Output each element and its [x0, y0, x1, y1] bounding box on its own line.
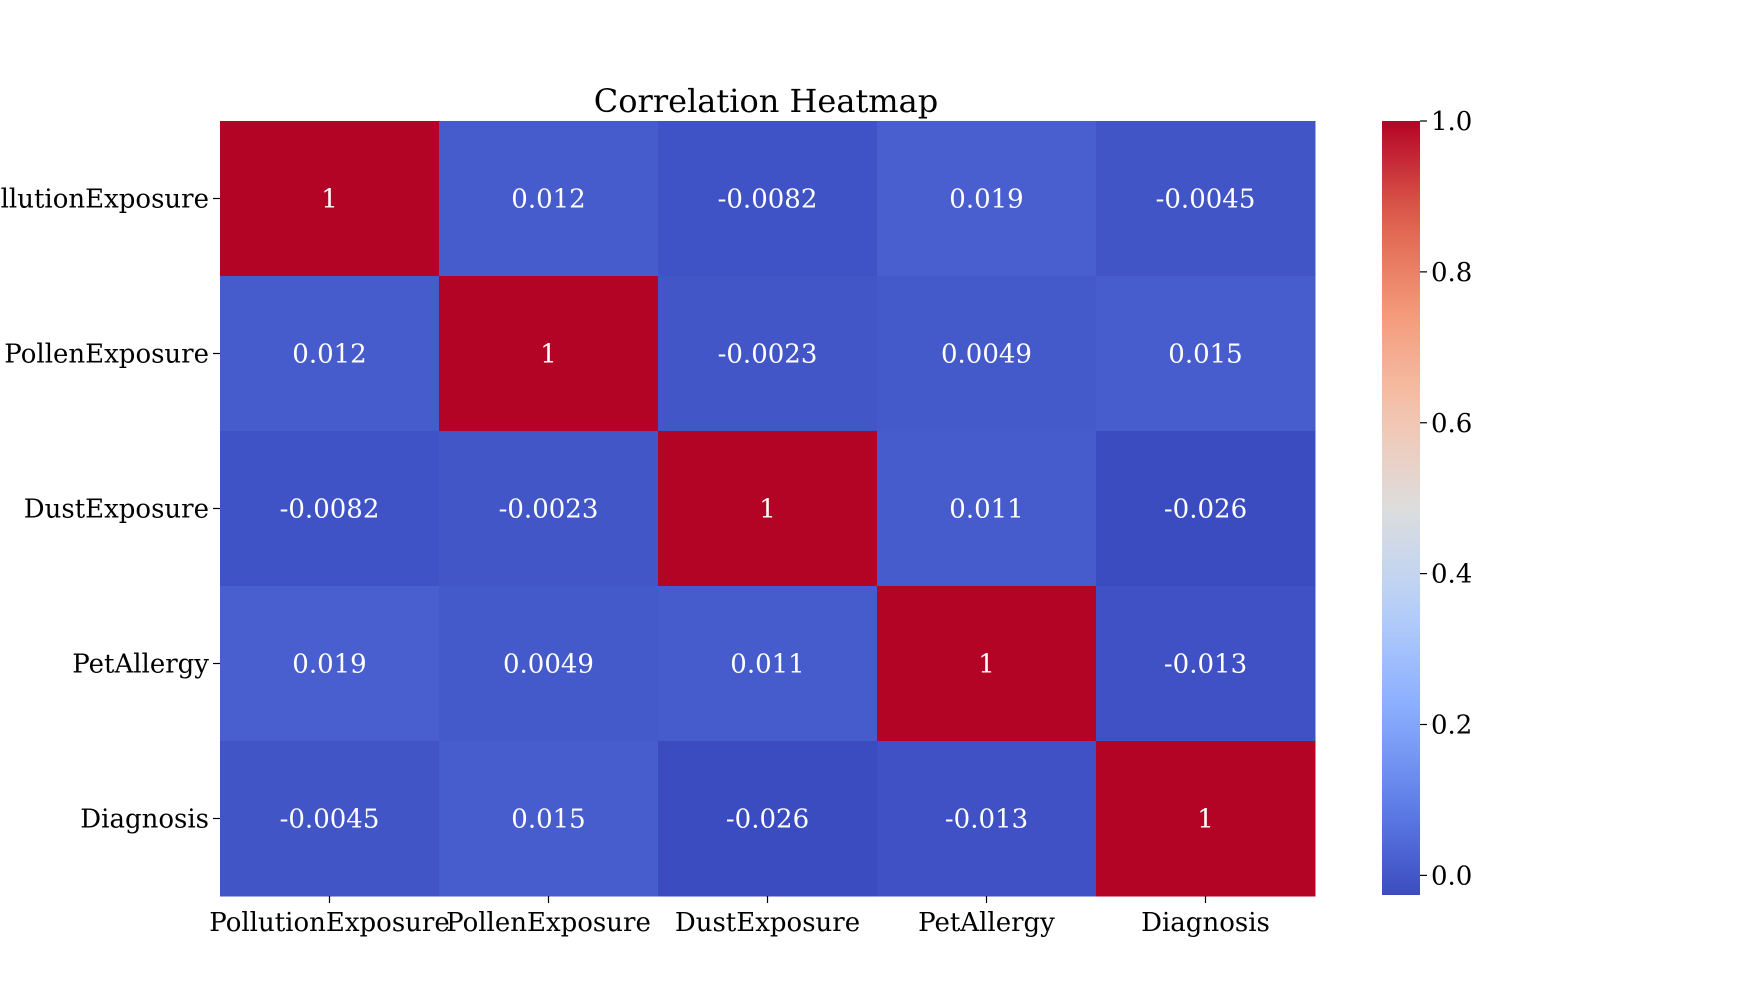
cell-value-label: 1	[978, 650, 995, 680]
cell-value-label: 0.019	[949, 185, 1023, 215]
chart-title: Correlation Heatmap	[594, 82, 938, 120]
heatmap-cell	[658, 431, 878, 587]
x-tick-label: PetAllergy	[918, 908, 1055, 938]
cell-value-label: 1	[1197, 805, 1214, 835]
heatmap-cell	[877, 741, 1097, 897]
heatmap-cell	[220, 276, 440, 432]
x-tick-label: Diagnosis	[1141, 908, 1270, 938]
cell-value-label: 0.0049	[941, 340, 1032, 370]
cell-value-label: 0.0049	[503, 650, 594, 680]
x-tick-label: PollenExposure	[446, 908, 651, 938]
colorbar-tick-label: 1.0	[1431, 107, 1472, 137]
heatmap-cell	[1096, 741, 1316, 897]
heatmap-cell	[658, 276, 878, 432]
cell-value-label: -0.026	[726, 805, 809, 835]
y-tick-label: PollenExposure	[4, 340, 209, 370]
colorbar-gradient	[1382, 121, 1420, 895]
heatmap-cell	[1096, 586, 1316, 742]
y-tick-label: PollutionExposure	[0, 185, 209, 215]
colorbar-tick-label: 0.2	[1431, 711, 1472, 741]
heatmap-cell	[658, 586, 878, 742]
x-tick-label: DustExposure	[675, 908, 860, 938]
heatmap-cell	[1096, 121, 1316, 277]
colorbar-ticks: 0.0 0.2 0.4 0.6 0.8 1.0	[1420, 107, 1472, 891]
cell-value-label: -0.013	[945, 805, 1028, 835]
cell-value-label: -0.0082	[280, 495, 380, 525]
cell-value-label: 0.011	[949, 495, 1023, 525]
cell-value-label: -0.0023	[499, 495, 599, 525]
cell-value-label: -0.0045	[280, 805, 380, 835]
colorbar-tick-label: 0.6	[1431, 409, 1472, 439]
heatmap-cell	[877, 586, 1097, 742]
cell-value-label: 0.012	[511, 185, 585, 215]
heatmap-cell	[658, 121, 878, 277]
heatmap-cell	[658, 741, 878, 897]
cell-value-label: 0.019	[292, 650, 366, 680]
heatmap-cell	[439, 276, 659, 432]
heatmap-cell	[439, 586, 659, 742]
heatmap-cell	[439, 121, 659, 277]
heatmap-cell	[877, 431, 1097, 587]
heatmap-cell	[439, 741, 659, 897]
heatmap-cell	[220, 741, 440, 897]
cell-value-label: -0.013	[1164, 650, 1247, 680]
cell-value-label: 1	[759, 495, 776, 525]
cell-value-label: -0.0045	[1156, 185, 1256, 215]
heatmap-cell	[1096, 276, 1316, 432]
cell-value-label: 0.012	[292, 340, 366, 370]
colorbar-tick-label: 0.0	[1431, 861, 1472, 891]
colorbar: 0.0 0.2 0.4 0.6 0.8 1.0	[1382, 107, 1472, 895]
colorbar-tick-label: 0.4	[1431, 560, 1472, 590]
heatmap-cell	[220, 121, 440, 277]
y-tick-label: PetAllergy	[72, 650, 209, 680]
cell-value-label: 0.015	[1168, 340, 1242, 370]
y-tick-label: Diagnosis	[80, 805, 209, 835]
heatmap-cell	[220, 431, 440, 587]
cell-value-label: 1	[321, 185, 338, 215]
heatmap-cell	[220, 586, 440, 742]
y-tick-label: DustExposure	[24, 495, 209, 525]
heatmap-cell	[1096, 431, 1316, 587]
y-axis: PollutionExposure PollenExposure DustExpos…	[0, 185, 220, 835]
cell-value-label: -0.0082	[718, 185, 818, 215]
heatmap-cell-labels: 1 0.012 -0.0082 0.019 -0.0045 0.012 1 -0.0023 0.…	[280, 185, 1256, 835]
heatmap-cells	[220, 121, 1316, 897]
heatmap-cell	[439, 431, 659, 587]
heatmap-cell	[877, 276, 1097, 432]
cell-value-label: 1	[540, 340, 557, 370]
cell-value-label: 0.015	[511, 805, 585, 835]
cell-value-label: -0.026	[1164, 495, 1247, 525]
x-tick-label: PollutionExposure	[209, 908, 449, 938]
colorbar-tick-label: 0.8	[1431, 258, 1472, 288]
cell-value-label: 0.011	[730, 650, 804, 680]
heatmap-cell	[877, 121, 1097, 277]
cell-value-label: -0.0023	[718, 340, 818, 370]
